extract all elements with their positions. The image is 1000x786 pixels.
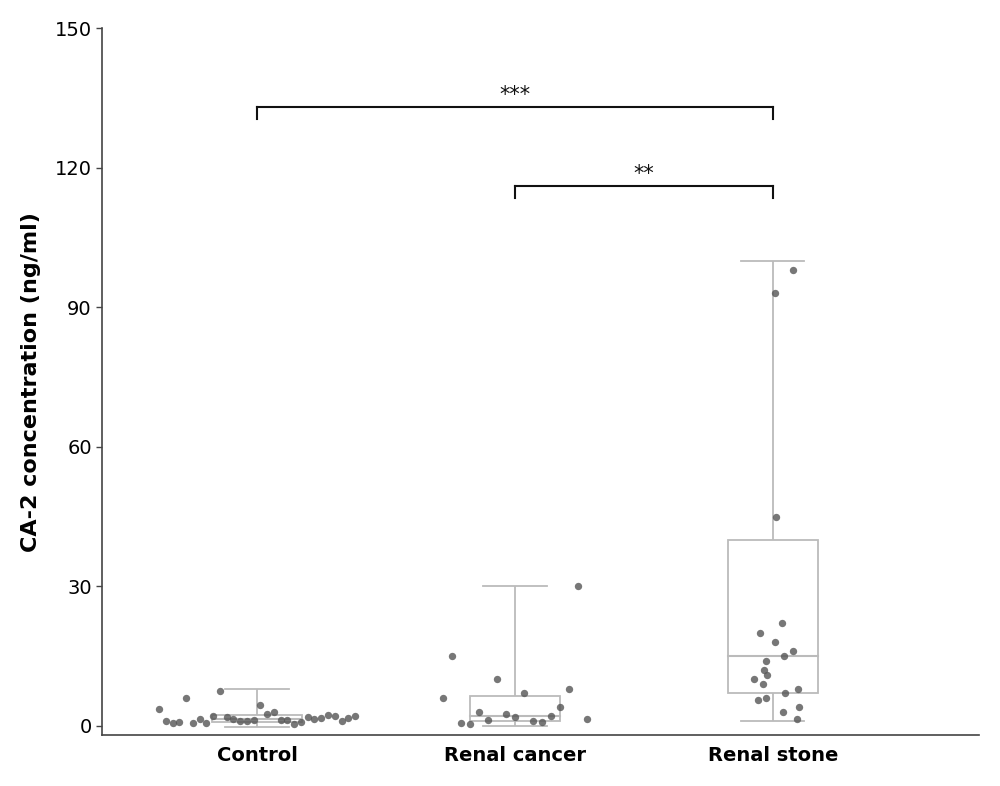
Point bbox=[453, 717, 469, 729]
Point bbox=[758, 692, 774, 704]
Point bbox=[752, 626, 768, 639]
Point bbox=[462, 718, 478, 730]
Point bbox=[178, 692, 194, 704]
Point bbox=[785, 264, 801, 277]
Point bbox=[776, 650, 792, 663]
Text: ***: *** bbox=[499, 85, 530, 105]
Point bbox=[273, 714, 289, 726]
Point bbox=[320, 708, 336, 721]
Point bbox=[293, 715, 309, 728]
Point bbox=[300, 711, 316, 724]
Point bbox=[759, 668, 775, 681]
Point bbox=[791, 701, 807, 714]
Point bbox=[767, 636, 783, 648]
Point bbox=[471, 706, 487, 718]
Point bbox=[570, 580, 586, 593]
Point bbox=[205, 709, 221, 722]
Point bbox=[225, 712, 241, 725]
Point bbox=[775, 706, 791, 718]
Point bbox=[279, 714, 295, 726]
Point bbox=[579, 712, 595, 725]
Y-axis label: CA-2 concentration (ng/ml): CA-2 concentration (ng/ml) bbox=[21, 211, 41, 552]
Point bbox=[777, 687, 793, 700]
Text: **: ** bbox=[634, 164, 654, 184]
Point bbox=[151, 703, 167, 716]
Point bbox=[552, 701, 568, 714]
Point bbox=[185, 717, 201, 729]
Point bbox=[192, 713, 208, 725]
Point bbox=[746, 673, 762, 685]
Point bbox=[313, 712, 329, 725]
Point bbox=[750, 694, 766, 707]
Point bbox=[435, 692, 451, 704]
Point bbox=[758, 655, 774, 667]
Point bbox=[444, 650, 460, 663]
Point bbox=[480, 714, 496, 726]
Point bbox=[198, 717, 214, 729]
Point bbox=[767, 287, 783, 299]
Point bbox=[259, 707, 275, 720]
Point bbox=[543, 711, 559, 723]
Point bbox=[498, 708, 514, 721]
Point bbox=[327, 711, 343, 723]
Point bbox=[246, 714, 262, 726]
Point bbox=[489, 673, 505, 685]
Point bbox=[507, 711, 523, 724]
Point bbox=[232, 714, 248, 727]
Point bbox=[516, 687, 532, 700]
Point bbox=[171, 716, 187, 729]
Point bbox=[266, 706, 282, 718]
Point bbox=[212, 685, 228, 697]
Bar bbox=[728, 540, 818, 693]
Point bbox=[219, 711, 235, 723]
Point bbox=[756, 663, 772, 676]
Point bbox=[347, 710, 363, 722]
Point bbox=[785, 645, 801, 658]
Point bbox=[525, 714, 541, 727]
Point bbox=[306, 712, 322, 725]
Point bbox=[768, 510, 784, 523]
Point bbox=[774, 617, 790, 630]
Point bbox=[158, 714, 174, 727]
Point bbox=[239, 714, 255, 727]
Point bbox=[755, 678, 771, 690]
Point bbox=[340, 711, 356, 724]
Point bbox=[252, 699, 268, 711]
Point bbox=[789, 712, 805, 725]
Point bbox=[334, 714, 350, 727]
Point bbox=[165, 716, 181, 729]
Point bbox=[534, 716, 550, 729]
Bar bbox=[470, 696, 560, 721]
Point bbox=[790, 682, 806, 695]
Bar bbox=[212, 715, 302, 722]
Point bbox=[561, 682, 577, 695]
Point bbox=[286, 718, 302, 730]
